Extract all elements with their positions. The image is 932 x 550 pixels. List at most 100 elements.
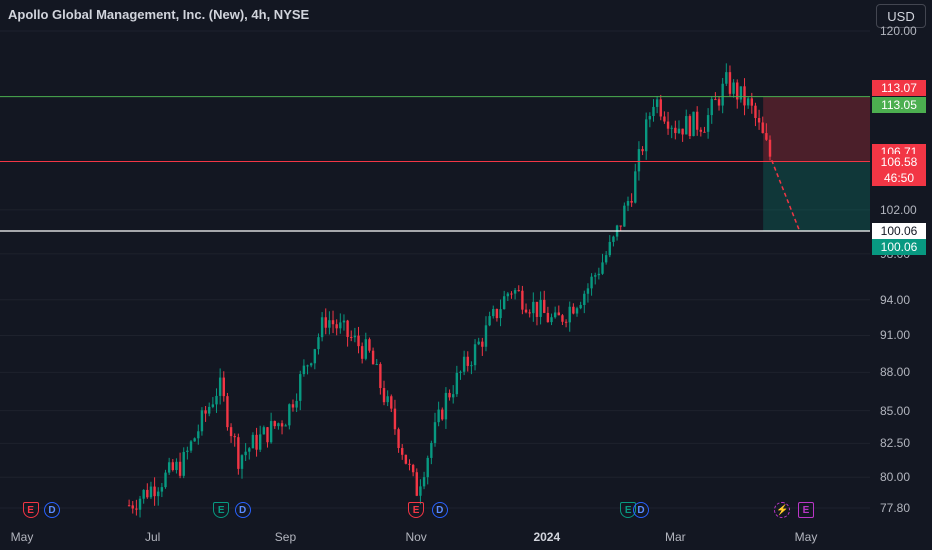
candle-body bbox=[178, 461, 182, 476]
candle-body bbox=[754, 105, 757, 119]
candle-body bbox=[761, 122, 764, 134]
candle-body bbox=[360, 346, 364, 359]
candle-body bbox=[532, 301, 535, 314]
candle-body bbox=[149, 486, 153, 498]
candle-body bbox=[357, 335, 360, 347]
candle-body bbox=[706, 115, 710, 132]
candle-body bbox=[543, 299, 546, 313]
candle-body bbox=[415, 472, 418, 496]
x-tick-label: Nov bbox=[405, 530, 427, 544]
earnings-icon[interactable]: E bbox=[213, 502, 230, 518]
y-tick-label: 80.00 bbox=[880, 470, 911, 485]
candle-body bbox=[601, 262, 604, 274]
candle-body bbox=[666, 121, 670, 129]
candle-body bbox=[579, 305, 582, 309]
candle-body bbox=[739, 86, 743, 100]
candle-body bbox=[258, 434, 262, 450]
y-tick-label: 120.00 bbox=[880, 24, 917, 38]
candle-body bbox=[411, 464, 415, 473]
candle-body bbox=[473, 344, 477, 366]
candle-body bbox=[721, 83, 724, 106]
candle-body bbox=[186, 450, 189, 452]
candle-body bbox=[175, 461, 178, 471]
candle-body bbox=[641, 149, 644, 152]
candle-body bbox=[695, 111, 699, 130]
y-tick-label: 102.00 bbox=[880, 202, 917, 217]
candle-body bbox=[222, 377, 225, 397]
candle-body bbox=[320, 317, 324, 338]
earnings-icon[interactable]: E bbox=[798, 502, 814, 518]
y-tick-label: 77.80 bbox=[880, 501, 911, 515]
x-tick-label: Jul bbox=[144, 530, 161, 544]
candle-body bbox=[226, 396, 229, 428]
candle-body bbox=[462, 356, 466, 372]
candle-body bbox=[572, 306, 575, 314]
candle-body bbox=[419, 486, 422, 496]
candle-body bbox=[717, 99, 721, 106]
candle-body bbox=[594, 275, 597, 277]
candle-body bbox=[513, 290, 517, 294]
price-tag: 100.06 bbox=[872, 223, 926, 240]
candle-body bbox=[648, 116, 652, 120]
candle-body bbox=[189, 441, 193, 451]
candle-body bbox=[441, 409, 444, 420]
candle-body bbox=[237, 437, 240, 469]
price-tag: 46:50 bbox=[872, 169, 926, 186]
currency-button[interactable]: USD bbox=[876, 4, 926, 28]
candle-body bbox=[550, 317, 553, 323]
candle-body bbox=[368, 339, 371, 351]
y-tick-label: 85.00 bbox=[880, 403, 911, 418]
price-tag: 106.58 bbox=[872, 153, 926, 170]
split-icon[interactable]: ⚡ bbox=[774, 502, 791, 518]
candle-body bbox=[768, 139, 772, 157]
candle-body bbox=[393, 408, 397, 430]
candle-body bbox=[575, 308, 579, 314]
candle-body bbox=[138, 498, 142, 510]
candle-body bbox=[331, 320, 335, 325]
candle-body bbox=[157, 491, 160, 497]
candle-body bbox=[404, 454, 408, 464]
candle-body bbox=[444, 392, 448, 420]
candle-body bbox=[324, 317, 327, 328]
candle-body bbox=[725, 72, 728, 84]
candle-body bbox=[506, 293, 510, 297]
candle-body bbox=[452, 394, 455, 398]
candle-body bbox=[248, 448, 251, 452]
candle-body bbox=[295, 400, 298, 408]
candle-body bbox=[160, 487, 164, 492]
candle-body bbox=[663, 116, 666, 122]
candle-body bbox=[535, 301, 539, 317]
candle-body bbox=[681, 128, 684, 135]
candle-body bbox=[182, 451, 185, 476]
candle-body bbox=[634, 171, 637, 203]
candle-body bbox=[688, 116, 692, 137]
candle-body bbox=[608, 241, 611, 256]
candle-body bbox=[685, 116, 688, 135]
dividend-icon[interactable]: D bbox=[431, 502, 448, 518]
candle-body bbox=[164, 472, 167, 488]
y-tick-label: 82.50 bbox=[880, 436, 911, 451]
dividend-icon[interactable]: D bbox=[234, 502, 251, 518]
candle-body bbox=[233, 436, 236, 438]
dividend-icon[interactable]: D bbox=[43, 502, 60, 518]
dividend-icon[interactable]: D bbox=[633, 502, 650, 518]
earnings-icon[interactable]: E bbox=[408, 502, 425, 518]
candle-body bbox=[266, 427, 269, 443]
candle-body bbox=[583, 293, 586, 306]
y-tick-label: 91.00 bbox=[880, 328, 911, 343]
projection-line bbox=[771, 160, 801, 232]
candle-body bbox=[339, 322, 342, 329]
candle-body bbox=[746, 98, 750, 106]
candle-body bbox=[197, 431, 200, 439]
candle-body bbox=[670, 127, 673, 129]
candle-body bbox=[255, 434, 258, 450]
earnings-icon[interactable]: E bbox=[22, 502, 39, 518]
candle-body bbox=[736, 82, 739, 100]
candle-body bbox=[659, 99, 662, 117]
candle-body bbox=[448, 392, 451, 398]
candle-body bbox=[677, 128, 681, 134]
candle-body bbox=[382, 388, 386, 403]
candle-body bbox=[244, 451, 247, 456]
candle-body bbox=[502, 296, 506, 310]
